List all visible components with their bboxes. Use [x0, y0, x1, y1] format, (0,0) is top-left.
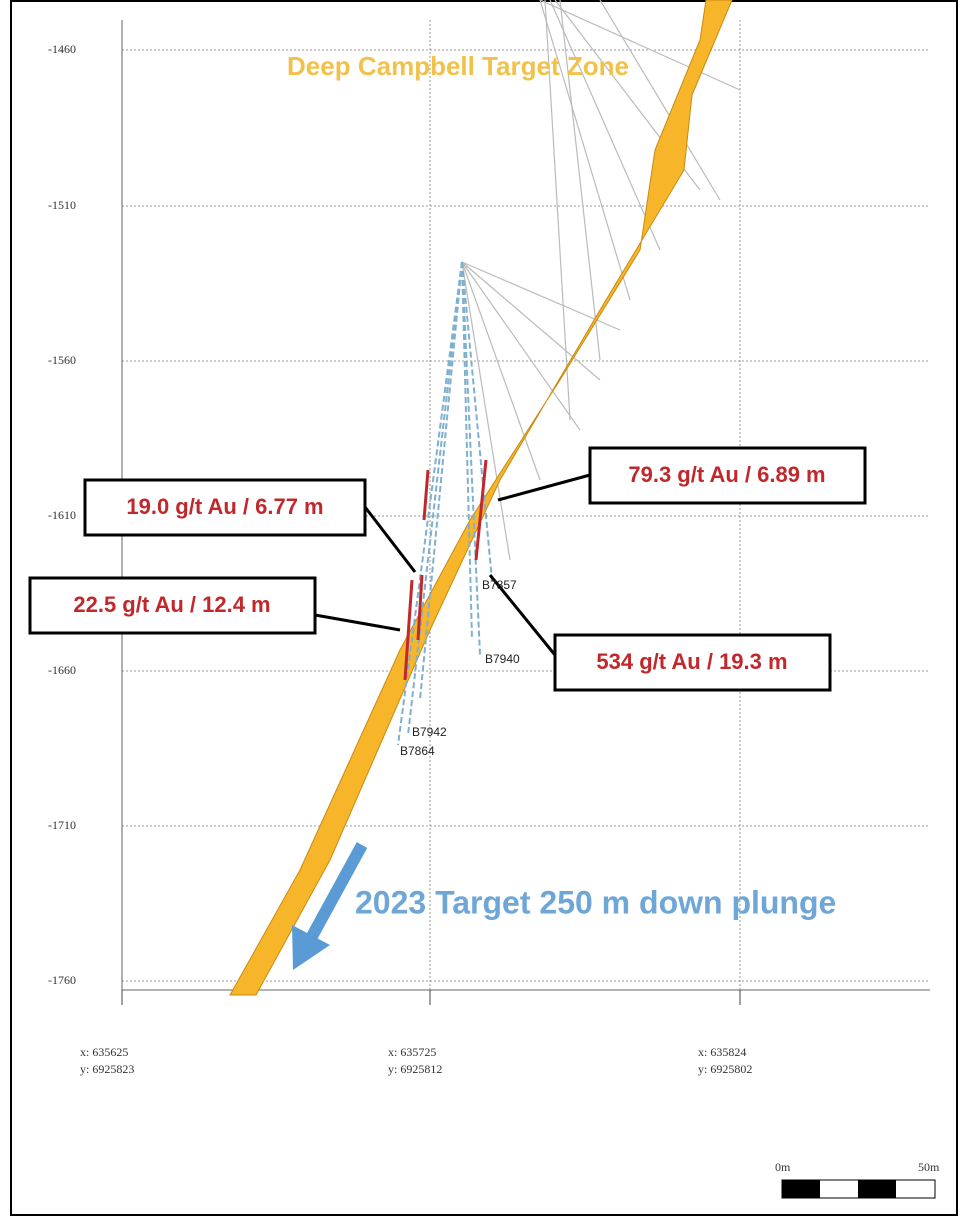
plunge-arrowhead — [292, 925, 330, 970]
hole-label: B7942 — [412, 725, 447, 739]
target-text: 2023 Target 250 m down plunge — [355, 884, 836, 920]
y-coordinate: y: 6925802 — [698, 1062, 752, 1076]
y-tick-label: -1760 — [48, 973, 76, 987]
scale-label: 0m — [775, 1160, 791, 1174]
callout: 22.5 g/t Au / 12.4 m — [73, 592, 270, 617]
x-ticks-labels: x: 635625 y: 6925823 x: 635725 y: 6925812 x:… — [80, 1045, 752, 1076]
hole-label: B7864 — [400, 744, 435, 758]
y-tick-label: -1510 — [48, 198, 76, 212]
y-tick-label: -1610 — [48, 508, 76, 522]
ore-body — [229, 0, 733, 996]
callout-boxes — [28, 446, 867, 692]
x-ticks — [121, 990, 741, 1005]
y-coordinate: y: 6925823 — [80, 1062, 134, 1076]
scale-segment — [858, 1180, 896, 1198]
y-coordinate: y: 6925812 — [388, 1062, 442, 1076]
y-tick-label: -1710 — [48, 818, 76, 832]
callout: 79.3 g/t Au / 6.89 m — [628, 462, 825, 487]
hole-label: B7940 — [485, 652, 520, 666]
y-tick-label: -1660 — [48, 663, 76, 677]
scale-segment — [782, 1180, 820, 1198]
title: Deep Campbell Target Zone — [287, 51, 629, 81]
callout: 19.0 g/t Au / 6.77 m — [126, 494, 323, 519]
drill-holes — [397, 261, 493, 746]
plunge-arrow — [304, 842, 368, 943]
drill-fan — [461, 0, 741, 561]
grid — [122, 20, 930, 990]
hole-label: B7857 — [482, 578, 517, 592]
x-coordinate: x: 635725 — [388, 1045, 436, 1059]
callout-arrows — [314, 473, 591, 656]
y-tick-label: -1460 — [48, 42, 76, 56]
x-coordinate: x: 635824 — [698, 1045, 746, 1059]
y-ticks: -1460 -1510 -1560 -1610 -1660 -1710 -1760 — [48, 42, 76, 987]
intercepts — [403, 459, 488, 681]
y-tick-label: -1560 — [48, 353, 76, 367]
x-coordinate: x: 635625 — [80, 1045, 128, 1059]
callout: 534 g/t Au / 19.3 m — [596, 649, 787, 674]
scale-label: 50m — [918, 1160, 940, 1174]
